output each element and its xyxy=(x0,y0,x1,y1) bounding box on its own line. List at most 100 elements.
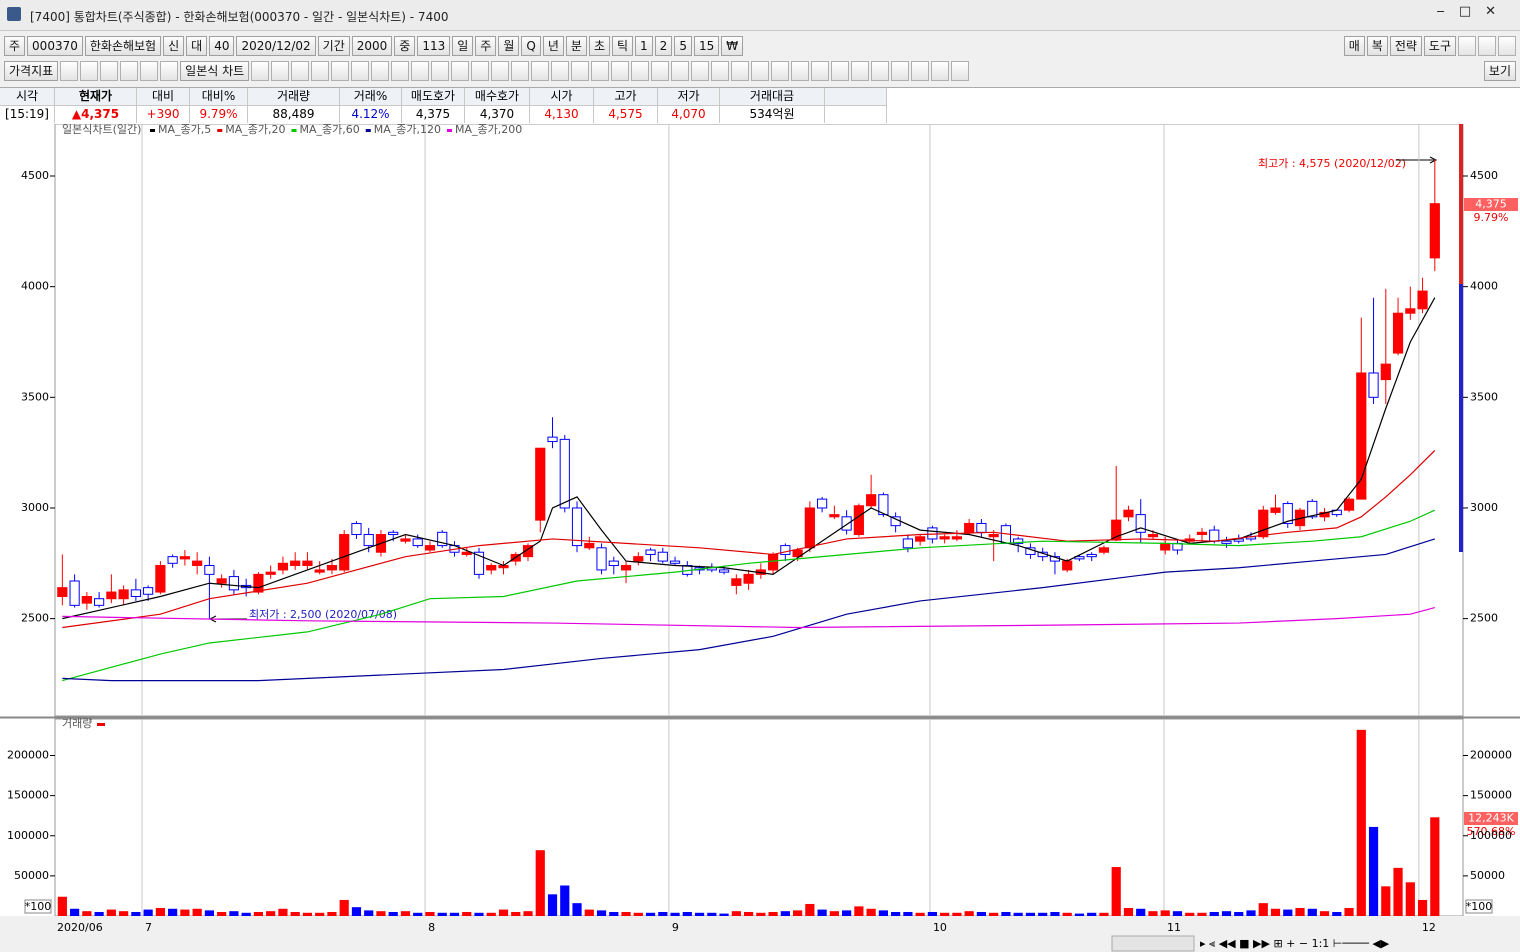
tool-icon[interactable] xyxy=(451,61,470,81)
tool-icon[interactable] xyxy=(351,61,370,81)
tool-icon[interactable] xyxy=(100,61,119,81)
scrollbar[interactable] xyxy=(1111,935,1195,952)
volume-bar xyxy=(1307,908,1317,916)
column-header: 거래량 xyxy=(248,88,340,106)
toolbar-row: 보기 xyxy=(1483,60,1516,82)
toolbar-button[interactable]: 전략 xyxy=(1389,36,1422,56)
volume-bar xyxy=(192,908,202,916)
tool-icon[interactable] xyxy=(851,61,870,81)
toolbar-button[interactable]: 2 xyxy=(654,36,673,56)
tool-icon[interactable] xyxy=(411,61,430,81)
toolbar-button[interactable]: 1 xyxy=(635,36,653,56)
toolbar-button[interactable]: 000370 xyxy=(27,36,83,56)
tool-icon[interactable] xyxy=(471,61,490,81)
y-tick-label: 50000 xyxy=(14,869,49,882)
tool-icon[interactable] xyxy=(751,61,770,81)
window-controls[interactable]: ‒□✕ xyxy=(1436,4,1510,19)
toolbar-button[interactable]: 복 xyxy=(1366,36,1388,56)
tool-icon[interactable] xyxy=(571,61,590,81)
tool-icon[interactable] xyxy=(491,61,510,81)
column-header: 거래대금 xyxy=(720,88,825,106)
tool-icon[interactable] xyxy=(691,61,710,81)
toolbar-button[interactable]: 2020/12/02 xyxy=(236,36,316,56)
tool-icon[interactable] xyxy=(331,61,350,81)
candle-body xyxy=(326,565,338,571)
toolbar-button[interactable]: 5 xyxy=(674,36,692,56)
toolbar-button[interactable]: 대 xyxy=(186,36,208,56)
tool-icon[interactable] xyxy=(271,61,290,81)
tool-icon[interactable] xyxy=(791,61,810,81)
candle-body xyxy=(535,447,546,521)
tool-icon[interactable] xyxy=(711,61,730,81)
tool-icon[interactable] xyxy=(611,61,630,81)
y-tick-label: 3000 xyxy=(1470,501,1498,514)
toolbar-button[interactable]: 년 xyxy=(542,36,564,56)
tool-icon[interactable] xyxy=(551,61,570,81)
tool-icon[interactable] xyxy=(291,61,310,81)
tool-icon[interactable] xyxy=(911,61,930,81)
tool-icon[interactable] xyxy=(631,61,650,81)
tool-icon[interactable] xyxy=(891,61,910,81)
tool-icon[interactable] xyxy=(60,61,79,81)
toolbar-button[interactable]: 일 xyxy=(452,36,474,56)
tool-icon[interactable] xyxy=(431,61,450,81)
toolbar-button[interactable]: Q xyxy=(521,36,541,56)
tool-icon[interactable] xyxy=(651,61,670,81)
toolbar-button[interactable]: 가격지표 xyxy=(4,61,59,81)
tool-icon[interactable] xyxy=(831,61,850,81)
tool-icon[interactable] xyxy=(311,61,330,81)
toolbar-button[interactable]: 주 xyxy=(4,36,26,56)
volume-bar xyxy=(1001,911,1011,916)
tool-icon[interactable] xyxy=(871,61,890,81)
tool-icon[interactable] xyxy=(591,61,610,81)
tool-icon[interactable] xyxy=(531,61,550,81)
tool-icon[interactable] xyxy=(1478,36,1496,56)
toolbar-button[interactable]: 중 xyxy=(394,36,416,56)
tool-icon[interactable] xyxy=(511,61,530,81)
toolbar-button[interactable]: 보기 xyxy=(1483,61,1516,81)
tool-icon[interactable] xyxy=(1498,36,1516,56)
candle-body xyxy=(424,545,436,551)
app-icon xyxy=(7,7,21,21)
tool-icon[interactable] xyxy=(371,61,390,81)
toolbar-button[interactable]: 2000 xyxy=(351,36,393,56)
toolbar-button[interactable]: 신 xyxy=(163,36,185,56)
toolbar-button[interactable]: 월 xyxy=(498,36,520,56)
toolbar-button[interactable]: 한화손해보험 xyxy=(84,36,162,56)
tool-icon[interactable] xyxy=(160,61,179,81)
toolbar-button[interactable]: 분 xyxy=(565,36,587,56)
scroll-controls[interactable]: ▸ ⫷ ◀◀ ■ ▶▶ ⊞ + − 1:1 ⊢──── ◀▶ xyxy=(1200,937,1390,950)
toolbar-button[interactable]: 113 xyxy=(417,36,451,56)
toolbar-button[interactable]: 매 xyxy=(1343,36,1365,56)
tool-icon[interactable] xyxy=(931,61,950,81)
toolbar-button[interactable]: 일본식 차트 xyxy=(180,61,250,81)
tool-icon[interactable] xyxy=(731,61,750,81)
tool-icon[interactable] xyxy=(140,61,159,81)
toolbar-button[interactable]: 도구 xyxy=(1423,36,1456,56)
y-tick-label: 100000 xyxy=(7,829,49,842)
toolbar-button[interactable]: ₩ xyxy=(721,36,744,56)
candle-body xyxy=(1343,498,1355,511)
toolbar-button[interactable]: 주 xyxy=(475,36,497,56)
toolbar-button[interactable]: 초 xyxy=(588,36,610,56)
toolbar-button[interactable]: 40 xyxy=(209,36,235,56)
toolbar-button[interactable]: 틱 xyxy=(611,36,634,56)
tool-icon[interactable] xyxy=(391,61,410,81)
tool-icon[interactable] xyxy=(251,61,270,81)
toolbar-row: 가격지표 일본식 차트 xyxy=(4,60,970,82)
candle-body xyxy=(1282,503,1293,524)
toolbar-button[interactable]: 15 xyxy=(693,36,720,56)
tool-icon[interactable] xyxy=(120,61,139,81)
volume-bar xyxy=(989,912,999,916)
tool-icon[interactable] xyxy=(811,61,830,81)
volume-bar xyxy=(82,911,92,916)
tool-icon[interactable] xyxy=(771,61,790,81)
tool-icon[interactable] xyxy=(1458,36,1476,56)
quote-value: 4.12% xyxy=(340,106,402,123)
volume-bar xyxy=(633,912,643,916)
tool-icon[interactable] xyxy=(671,61,690,81)
y-tick-label: 200000 xyxy=(1470,749,1512,762)
toolbar-button[interactable]: 기간 xyxy=(317,36,350,56)
tool-icon[interactable] xyxy=(80,61,99,81)
tool-icon[interactable] xyxy=(951,61,970,81)
